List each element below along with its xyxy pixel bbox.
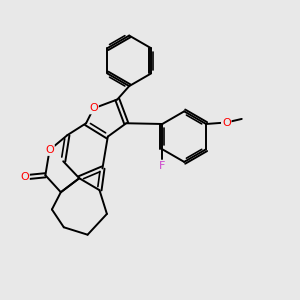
Text: O: O xyxy=(89,103,98,113)
Text: O: O xyxy=(222,118,231,128)
Text: O: O xyxy=(45,145,54,155)
Text: O: O xyxy=(20,172,29,182)
Text: F: F xyxy=(159,160,166,171)
